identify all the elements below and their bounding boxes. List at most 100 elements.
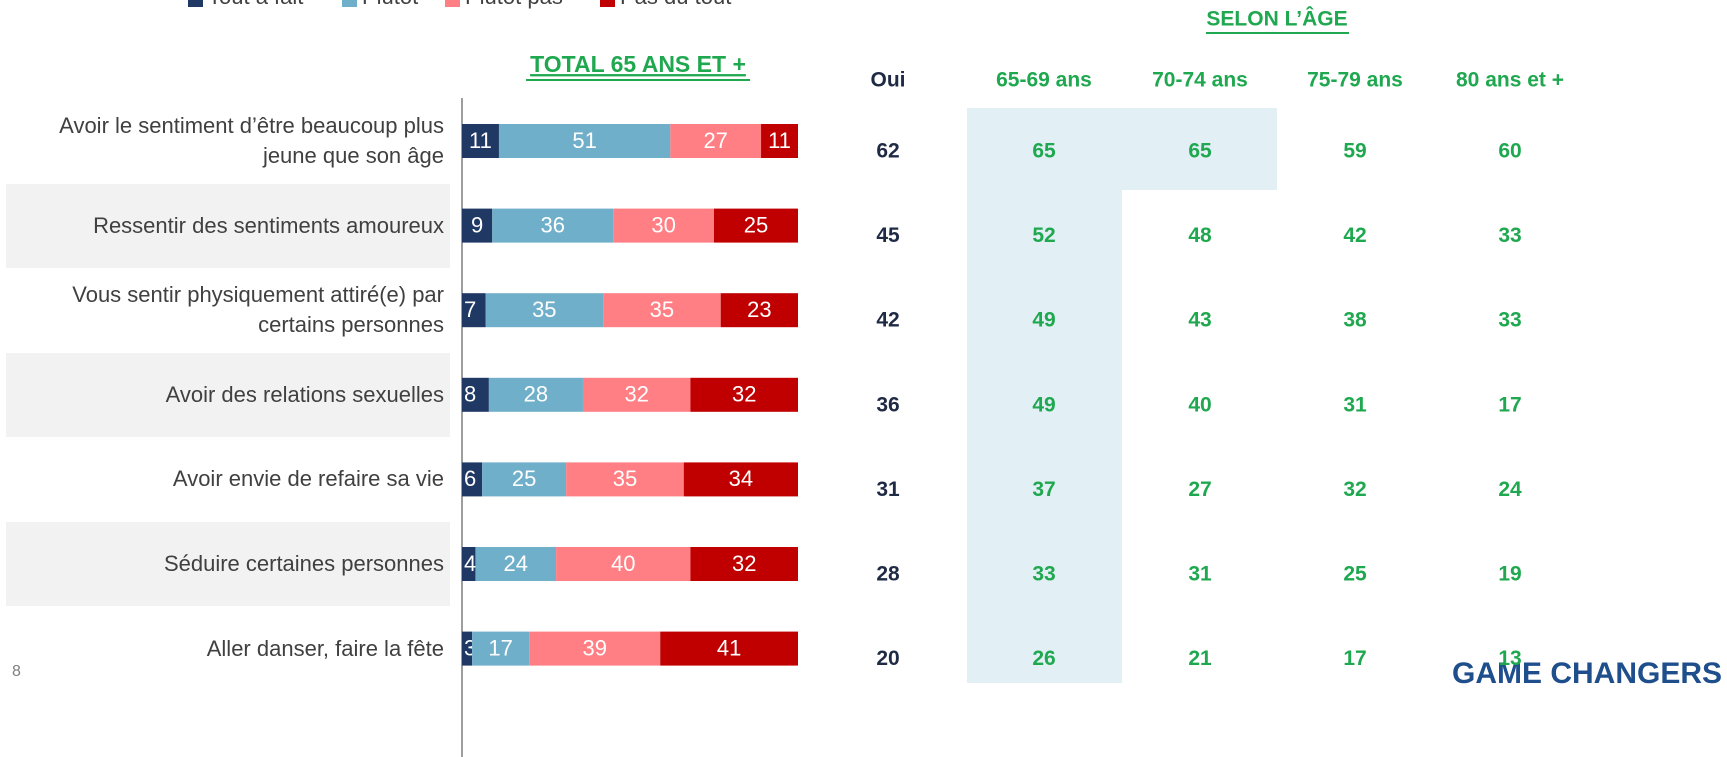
table-cell: 25 — [1343, 563, 1367, 586]
table-cell: 21 — [1188, 647, 1212, 670]
chart-title: TOTAL 65 ANS ET + — [530, 51, 746, 77]
table-cell: 42 — [876, 309, 899, 332]
bar-segment — [761, 124, 798, 158]
bar-segment — [613, 208, 714, 243]
category-label: Vous sentir physiquement attiré(e) par c… — [72, 282, 444, 338]
bar-value-label: 39 — [582, 635, 606, 660]
bar-value-label: 17 — [488, 635, 512, 660]
legend-label: Plutôt — [362, 0, 418, 9]
bar-segment — [462, 377, 489, 412]
table-cell: 17 — [1498, 393, 1521, 416]
group-header: SELON L’ÂGE — [1206, 7, 1347, 31]
table-cell: 28 — [876, 563, 900, 586]
logo: GAME CHANGERS — [1452, 657, 1722, 690]
bar-segment — [556, 547, 691, 581]
bar-segment — [670, 124, 762, 158]
table-cell: 33 — [1498, 224, 1521, 247]
bar-segment — [566, 462, 684, 497]
legend-label: Tout à fait — [208, 0, 303, 9]
category-label: Ressentir des sentiments amoureux — [93, 212, 444, 238]
bar-segment — [462, 547, 476, 581]
bar-segment — [720, 293, 798, 328]
bar-segment — [529, 631, 661, 666]
table-cell: 42 — [1343, 224, 1366, 247]
bar-value-label: 27 — [703, 128, 727, 153]
bar-segment — [462, 462, 483, 497]
table-cell: 59 — [1343, 140, 1366, 163]
table-cell: 36 — [876, 393, 899, 416]
table-cell: 62 — [876, 140, 899, 163]
bar-segment — [482, 462, 567, 497]
bar-segment — [492, 208, 614, 243]
table-cell: 27 — [1188, 478, 1211, 501]
table-cell: 13 — [1498, 647, 1521, 670]
table-cell: 32 — [1343, 478, 1366, 501]
bar-value-label: 32 — [732, 551, 756, 576]
bar-value-label: 23 — [747, 297, 771, 322]
category-label: Aller danser, faire la fête — [206, 635, 444, 661]
bar-segment — [485, 293, 604, 328]
category-label: Avoir envie de refaire sa vie — [172, 466, 444, 492]
bar-value-label: 11 — [768, 128, 791, 153]
bar-segment — [462, 208, 493, 243]
highlight — [967, 108, 1277, 683]
bar-segment — [462, 293, 486, 328]
table-cell: 45 — [876, 224, 900, 247]
bar-segment — [462, 124, 499, 158]
bar-value-label: 30 — [651, 212, 675, 237]
column-header: 70-74 ans — [1152, 69, 1248, 92]
table-cell: 48 — [1188, 224, 1212, 247]
bar-value-label: 7 — [464, 297, 476, 322]
bar-value-label: 32 — [732, 382, 756, 407]
bar-segment — [498, 124, 671, 158]
bar-value-label: 6 — [464, 466, 476, 491]
table-cell: 37 — [1032, 478, 1055, 501]
table-cell: 65 — [1032, 140, 1056, 163]
bar-value-label: 41 — [717, 635, 741, 660]
bar-segment — [714, 208, 798, 243]
bar-value-label: 35 — [650, 297, 674, 322]
bar-value-label: 35 — [532, 297, 556, 322]
column-header: 80 ans et + — [1456, 69, 1564, 92]
bar-segment — [582, 377, 691, 412]
table-cell: 38 — [1343, 309, 1367, 332]
bar-segment — [472, 631, 530, 666]
bar-value-label: 25 — [512, 466, 536, 491]
bar-value-label: 24 — [504, 551, 528, 576]
table-cell: 43 — [1188, 309, 1211, 332]
table-cell: 19 — [1498, 563, 1521, 586]
bar-value-label: 11 — [469, 128, 492, 153]
row-band — [6, 184, 450, 268]
table-cell: 49 — [1032, 309, 1055, 332]
category-label: Séduire certaines personnes — [163, 551, 444, 576]
column-header: 75-79 ans — [1307, 69, 1403, 92]
bar-value-label: 34 — [729, 466, 753, 491]
table-cell: 65 — [1188, 140, 1212, 163]
table-cell: 40 — [1188, 393, 1211, 416]
column-header: Oui — [871, 69, 906, 92]
legend-swatch — [342, 0, 357, 7]
bar-value-label: 4 — [464, 551, 476, 576]
legend-swatch — [445, 0, 460, 7]
legend-label: Pas du tout — [620, 0, 731, 9]
bar-value-label: 8 — [464, 382, 476, 407]
table-cell: 20 — [876, 647, 899, 670]
table-cell: 33 — [1498, 309, 1521, 332]
bar-segment — [603, 293, 721, 328]
table-cell: 17 — [1343, 647, 1366, 670]
bar-segment — [690, 377, 798, 412]
table-cell: 33 — [1032, 563, 1055, 586]
bar-value-label: 51 — [572, 128, 596, 153]
bar-value-label: 32 — [624, 382, 648, 407]
table-cell: 60 — [1498, 140, 1521, 163]
legend-label: Plutôt pas — [465, 0, 563, 9]
table-cell: 49 — [1032, 393, 1055, 416]
bar-segment — [488, 377, 583, 412]
bar-segment — [660, 631, 798, 666]
page-number: 8 — [12, 663, 21, 680]
bar-segment — [690, 547, 798, 581]
bar-value-label: 25 — [744, 212, 768, 237]
bar-value-label: 35 — [613, 466, 637, 491]
